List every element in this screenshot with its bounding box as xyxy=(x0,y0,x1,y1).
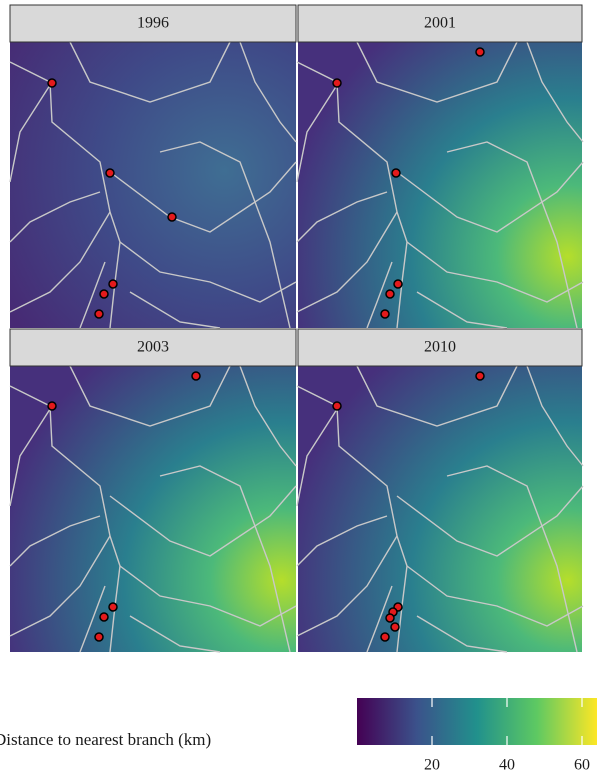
panel-title: 2010 xyxy=(424,339,456,356)
map xyxy=(298,42,582,328)
panel-title: 2003 xyxy=(137,339,169,356)
legend: Distance to nearest branch (km) 20 40 60 xyxy=(0,698,597,774)
strip xyxy=(9,4,297,43)
colorbar-tick-label: 20 xyxy=(424,757,440,774)
branch xyxy=(332,401,342,411)
branch xyxy=(385,289,395,299)
branch xyxy=(391,168,401,178)
panel-title: 2001 xyxy=(424,15,456,32)
panel-2001: 2001 xyxy=(296,4,584,329)
branch xyxy=(167,212,177,222)
colorbar-tick-label: 60 xyxy=(574,757,590,774)
branch xyxy=(380,632,390,642)
branch xyxy=(94,309,104,319)
branch xyxy=(108,602,118,612)
panel-1996: 1996 xyxy=(9,4,297,329)
branch xyxy=(380,309,390,319)
branch xyxy=(393,279,403,289)
panel-title: 1996 xyxy=(137,15,169,32)
branch xyxy=(191,371,201,381)
map xyxy=(298,366,582,652)
strip xyxy=(297,328,583,367)
branch xyxy=(47,78,57,88)
branch xyxy=(99,289,109,299)
strip xyxy=(9,328,297,367)
branch xyxy=(94,632,104,642)
branch xyxy=(105,168,115,178)
branch xyxy=(475,371,485,381)
strip xyxy=(297,4,583,43)
panel-2010: 2010 xyxy=(296,328,584,653)
branch xyxy=(390,622,400,632)
branch xyxy=(99,612,109,622)
panel-2003: 2003 xyxy=(9,328,297,653)
colorbar xyxy=(357,698,597,745)
colorbar-tick-label: 40 xyxy=(499,757,515,774)
branch xyxy=(47,401,57,411)
branch xyxy=(332,78,342,88)
branch xyxy=(385,613,395,623)
branch xyxy=(475,47,485,57)
branch xyxy=(108,279,118,289)
legend-title: Distance to nearest branch (km) xyxy=(0,730,211,749)
